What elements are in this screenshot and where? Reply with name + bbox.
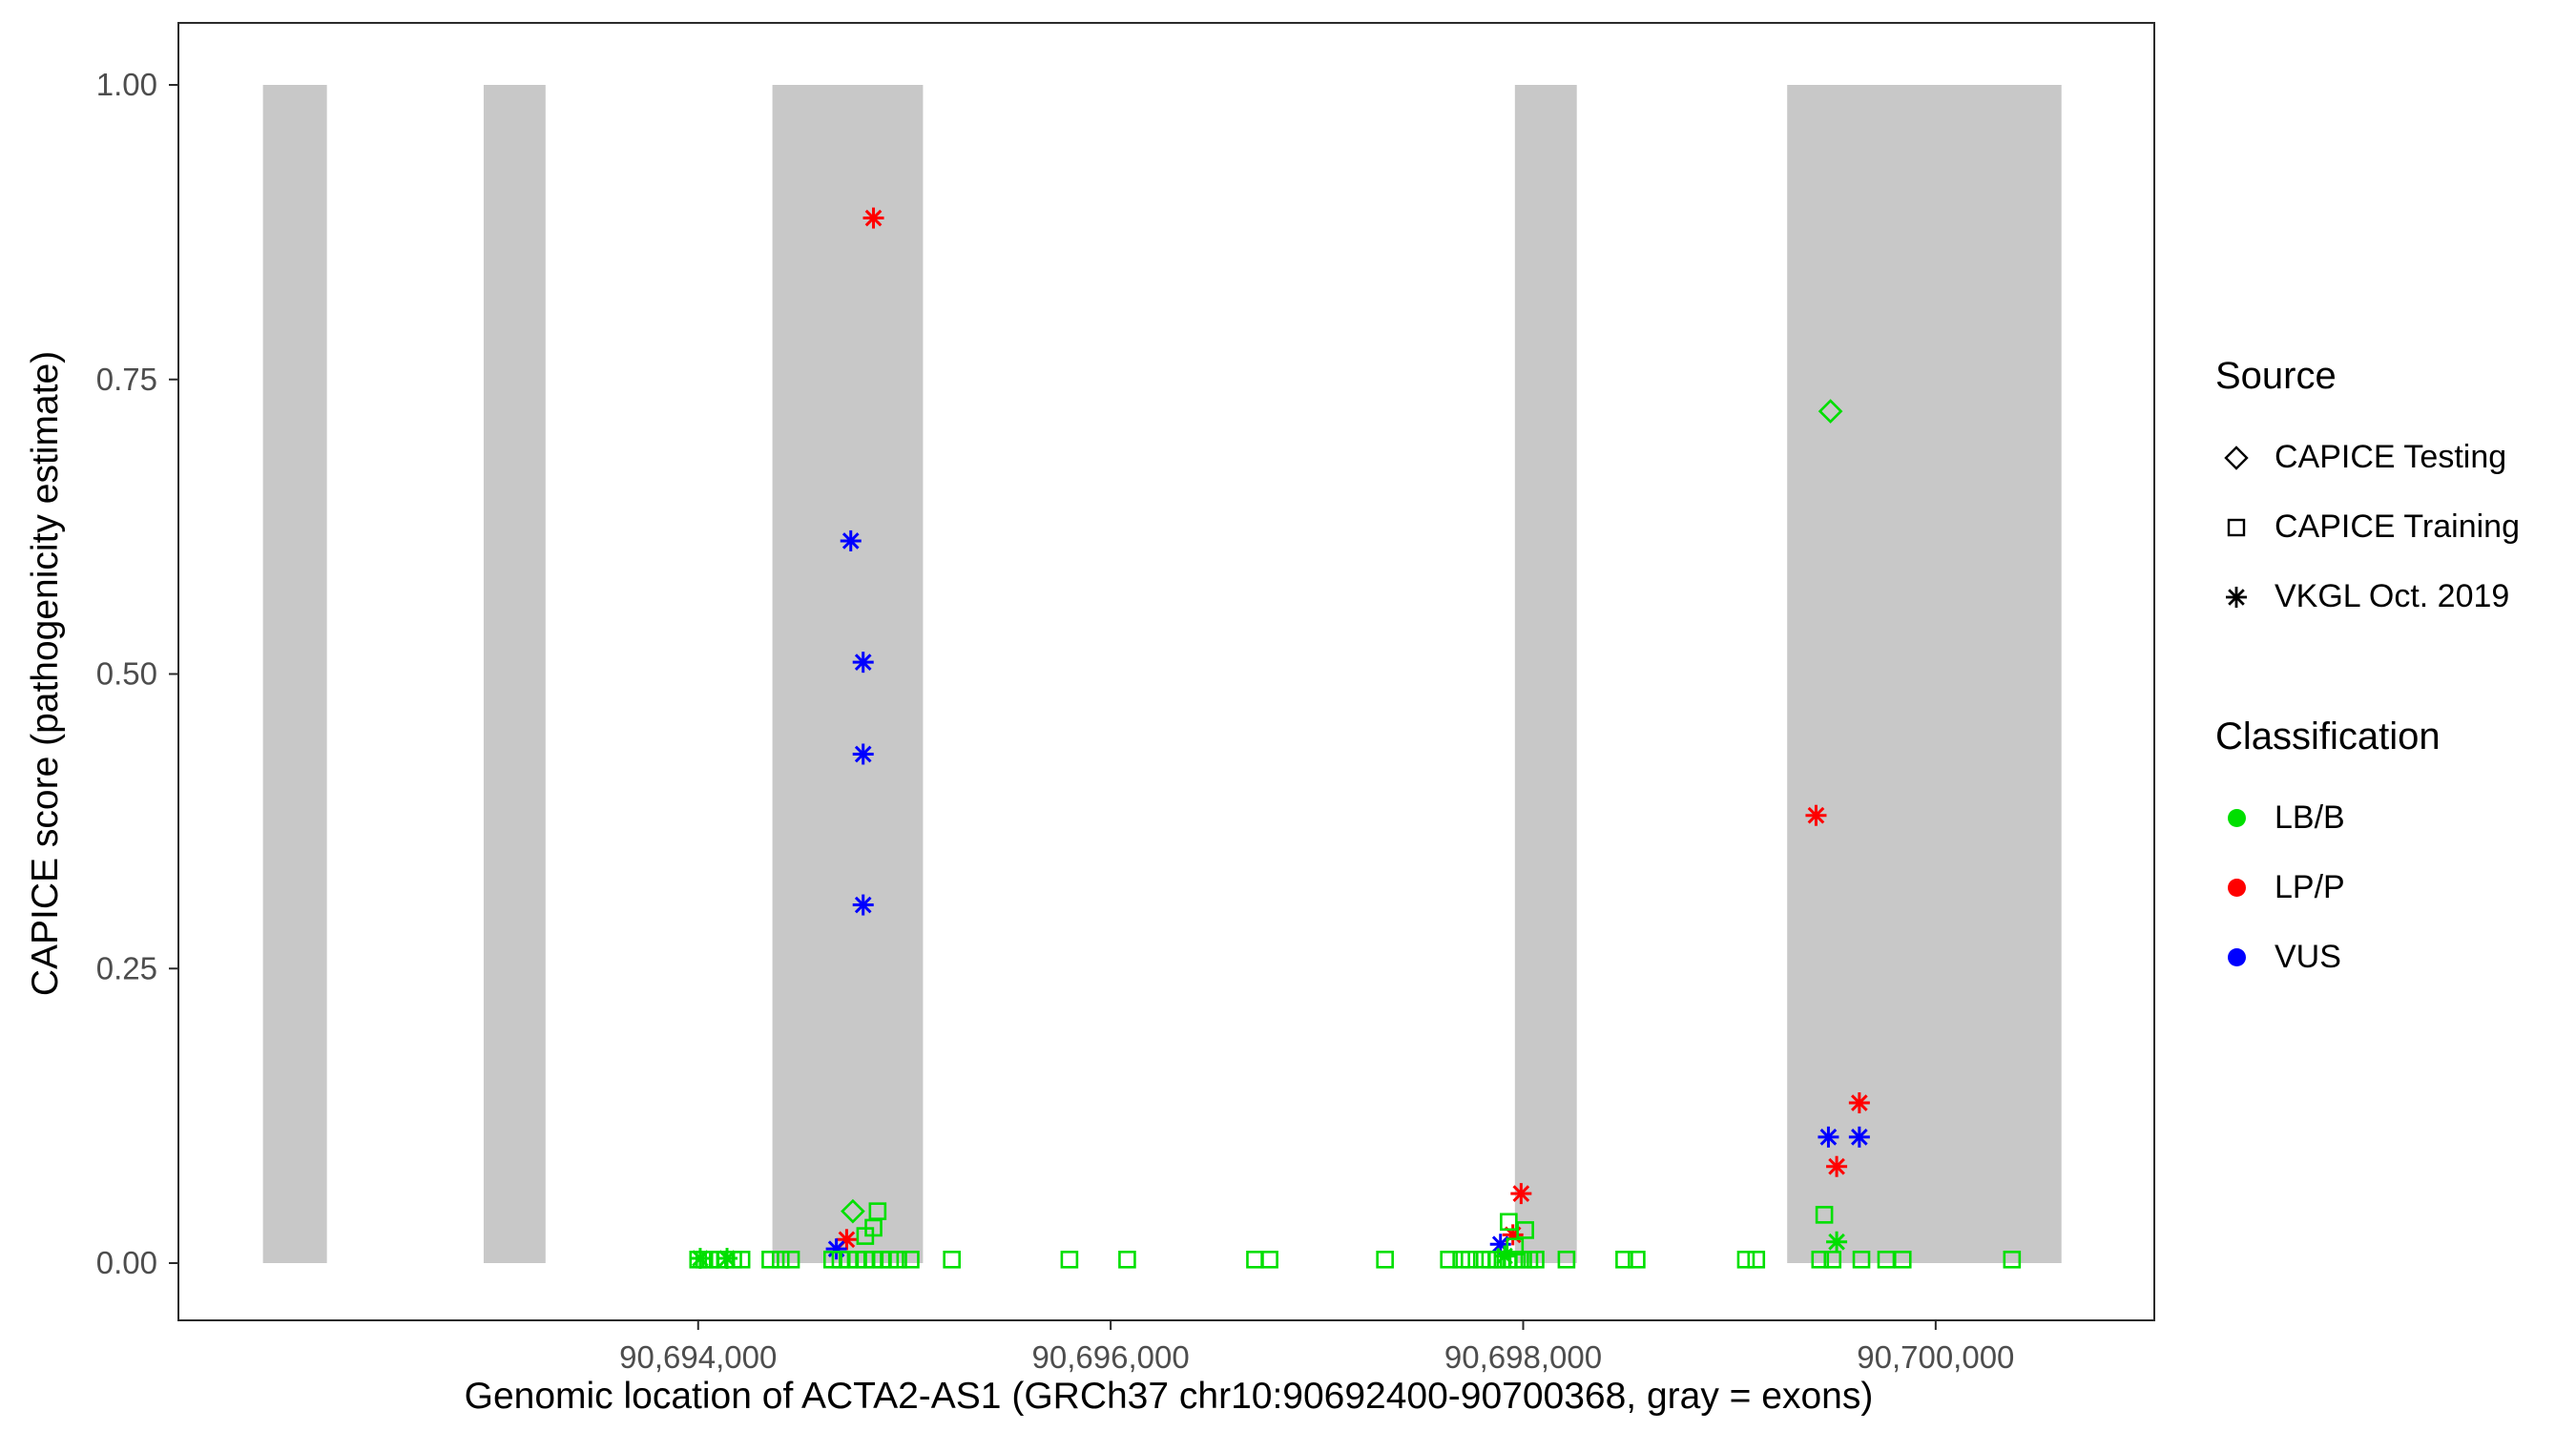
data-point-square: [856, 1227, 875, 1245]
exon-bar: [1787, 85, 2062, 1263]
data-point-square: [1246, 1250, 1264, 1269]
data-point-square: [1893, 1250, 1912, 1269]
data-point-square: [1516, 1221, 1534, 1239]
lbb-dot-icon: [2227, 809, 2246, 827]
x-tick-label: 90,700,000: [1857, 1339, 2014, 1375]
x-tick-label: 90,696,000: [1032, 1339, 1190, 1375]
y-tick-label: 0.25: [96, 950, 157, 985]
legend-label: LB/B: [2275, 799, 2345, 836]
data-point-square: [943, 1250, 961, 1269]
y-tick-label: 0.50: [96, 656, 157, 692]
data-point-square: [771, 1250, 790, 1269]
legend-label: VKGL Oct. 2019: [2275, 578, 2510, 614]
square-icon: [2215, 508, 2257, 547]
data-point-square: [1811, 1250, 1830, 1269]
data-point-asterisk: [1851, 1129, 1868, 1146]
x-axis-title: Genomic location of ACTA2-AS1 (GRCh37 ch…: [464, 1376, 1874, 1417]
data-point-square: [1460, 1250, 1479, 1269]
data-point-square: [1060, 1250, 1079, 1269]
legend-label: CAPICE Training: [2275, 508, 2520, 545]
data-point-asterisk: [1851, 1094, 1868, 1111]
data-point-square: [1852, 1250, 1871, 1269]
data-point-asterisk: [1828, 1233, 1845, 1251]
lpp-dot-icon: [2227, 879, 2246, 897]
x-tick-label: 90,698,000: [1444, 1339, 1602, 1375]
data-point-asterisk: [1819, 1129, 1838, 1146]
data-point-square: [1527, 1250, 1545, 1269]
data-point-square: [1440, 1250, 1458, 1269]
y-tick-label: 1.00: [96, 67, 157, 102]
legend-item-lpp: LP/P: [2215, 853, 2568, 923]
plot-panel-border: [177, 22, 2155, 1321]
data-point-asterisk: [854, 653, 872, 671]
exon-bar: [262, 85, 327, 1263]
data-point-asterisk: [1491, 1235, 1509, 1254]
data-point-asterisk: [1807, 806, 1825, 824]
data-point-square: [1628, 1250, 1646, 1269]
exon-bar: [483, 85, 546, 1263]
y-tick-label: 0.75: [96, 362, 157, 397]
data-point-diamond: [841, 1198, 865, 1224]
legend-label: CAPICE Testing: [2275, 439, 2507, 475]
legend-item-vus: VUS: [2215, 923, 2568, 992]
data-point-square: [1747, 1250, 1766, 1269]
data-point-square: [732, 1250, 751, 1269]
data-point-square: [761, 1250, 779, 1269]
data-point-square: [1118, 1250, 1136, 1269]
legend-item-capice-testing: CAPICE Testing: [2215, 423, 2568, 492]
y-tick-label: 0.00: [96, 1245, 157, 1280]
data-point-square: [1815, 1206, 1834, 1224]
legend-classification-title: Classification: [2215, 716, 2441, 757]
legend-item-capice-training: CAPICE Training: [2215, 492, 2568, 562]
legend-item-vkgl: VKGL Oct. 2019: [2215, 562, 2568, 632]
exon-bar: [1514, 85, 1577, 1263]
diamond-icon: [2215, 439, 2257, 477]
data-point-square: [1823, 1250, 1842, 1269]
data-point-square: [902, 1250, 920, 1269]
data-point-asterisk: [1828, 1157, 1845, 1175]
data-point-asterisk: [854, 745, 872, 763]
data-point-square: [1736, 1250, 1755, 1269]
data-point-square: [781, 1250, 800, 1269]
data-point-square: [1557, 1250, 1576, 1269]
legend-source-title: Source: [2215, 355, 2337, 397]
data-point-square: [1615, 1250, 1633, 1269]
legend-label: VUS: [2275, 939, 2341, 975]
legend-item-lbb: LB/B: [2215, 783, 2568, 853]
legend-label: LP/P: [2275, 869, 2345, 905]
data-point-asterisk: [827, 1240, 845, 1258]
exon-bar: [772, 85, 924, 1263]
data-point-asterisk: [1512, 1185, 1530, 1202]
y-axis-title: CAPICE score (pathogenicity estimate): [25, 350, 66, 997]
data-point-square: [1376, 1250, 1394, 1269]
vus-dot-icon: [2227, 948, 2246, 966]
data-point-square: [1260, 1250, 1278, 1269]
asterisk-icon: [2215, 578, 2257, 616]
data-point-asterisk: [841, 532, 860, 550]
x-tick-label: 90,694,000: [619, 1339, 777, 1375]
data-point-diamond: [1818, 399, 1843, 424]
data-point-asterisk: [854, 896, 872, 914]
legend: Source CAPICE Testing CAPICE Training VK…: [2215, 355, 2568, 992]
data-point-square: [2003, 1250, 2022, 1269]
data-point-asterisk: [864, 209, 883, 227]
data-point-square: [889, 1250, 907, 1269]
